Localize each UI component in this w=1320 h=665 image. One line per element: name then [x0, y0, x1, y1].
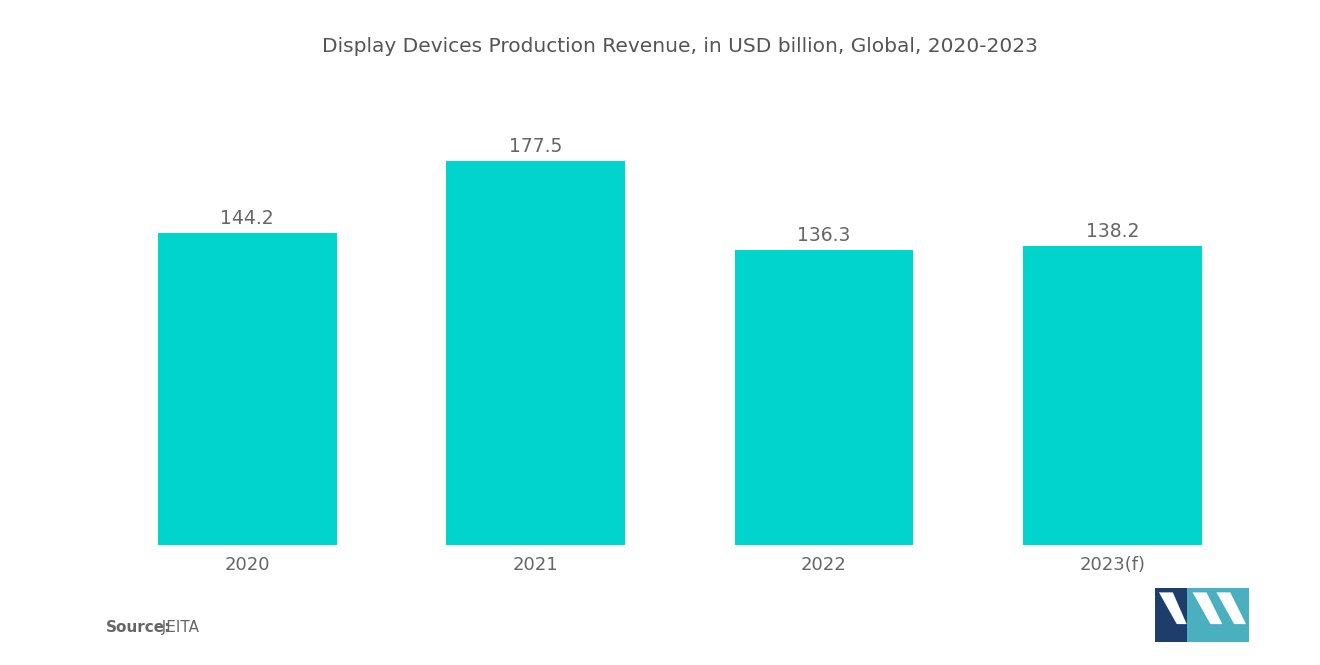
Polygon shape [1159, 593, 1187, 624]
Bar [158, 233, 337, 545]
Text: 177.5: 177.5 [510, 136, 562, 156]
Bar [735, 250, 913, 545]
Text: Source:: Source: [106, 620, 172, 635]
Polygon shape [1193, 593, 1222, 624]
Bar [1023, 246, 1201, 545]
Text: 138.2: 138.2 [1086, 221, 1139, 241]
Text: JEITA: JEITA [152, 620, 199, 635]
Polygon shape [1187, 589, 1249, 642]
Text: 144.2: 144.2 [220, 209, 275, 227]
Polygon shape [1155, 589, 1203, 642]
Bar [446, 161, 624, 545]
Title: Display Devices Production Revenue, in USD billion, Global, 2020-2023: Display Devices Production Revenue, in U… [322, 37, 1038, 56]
Polygon shape [1217, 593, 1246, 624]
Text: 136.3: 136.3 [797, 226, 850, 245]
